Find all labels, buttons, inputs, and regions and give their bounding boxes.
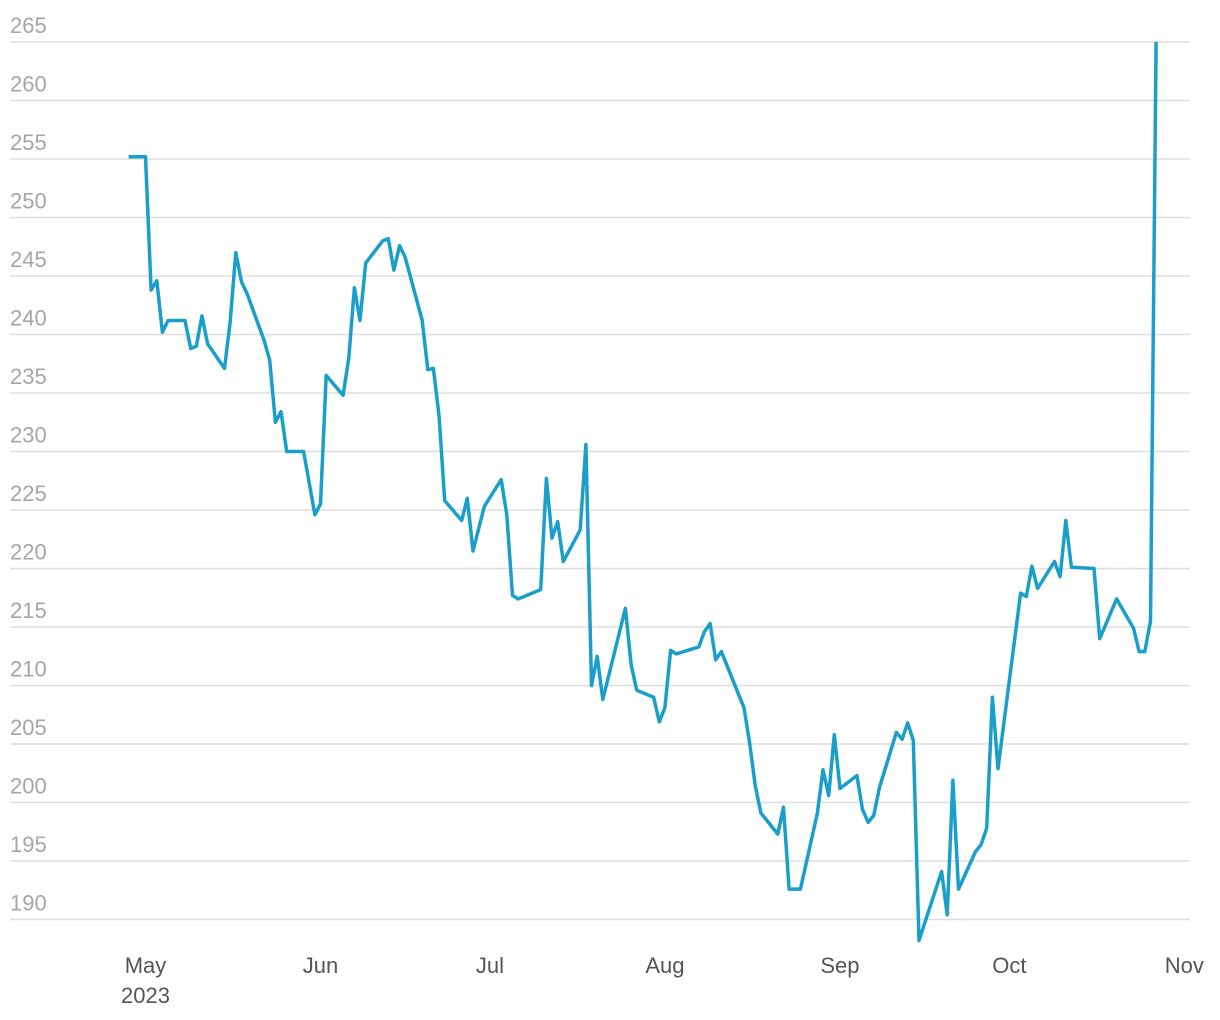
y-tick-label: 230 (10, 423, 47, 448)
y-tick-label: 210 (10, 657, 47, 682)
y-tick-label: 245 (10, 247, 47, 272)
y-tick-label: 255 (10, 130, 47, 155)
y-tick-label: 215 (10, 598, 47, 623)
y-tick-label: 190 (10, 891, 47, 916)
y-tick-label: 250 (10, 189, 47, 214)
x-tick-label: Jun (302, 953, 339, 978)
line (128, 41, 1158, 943)
y-tick-label: 200 (10, 774, 47, 799)
x-tick-label: Nov (1164, 953, 1204, 978)
y-tick-label: 225 (10, 481, 47, 506)
x-tick-label: Aug (645, 953, 685, 978)
x-tick-label: Oct (992, 953, 1027, 978)
x-tick-label: Sep (820, 953, 860, 978)
y-tick-label: 220 (10, 540, 47, 565)
y-tick-label: 235 (10, 364, 47, 389)
y-tick-label: 260 (10, 72, 47, 97)
y-tick-label: 205 (10, 715, 47, 740)
y-tick-label: 195 (10, 832, 47, 857)
x-tick-label: May 2023 (121, 953, 170, 1008)
y-tick-label: 240 (10, 306, 47, 331)
x-tick-label: Jul (475, 953, 504, 978)
y-tick-label: 265 (10, 13, 47, 38)
